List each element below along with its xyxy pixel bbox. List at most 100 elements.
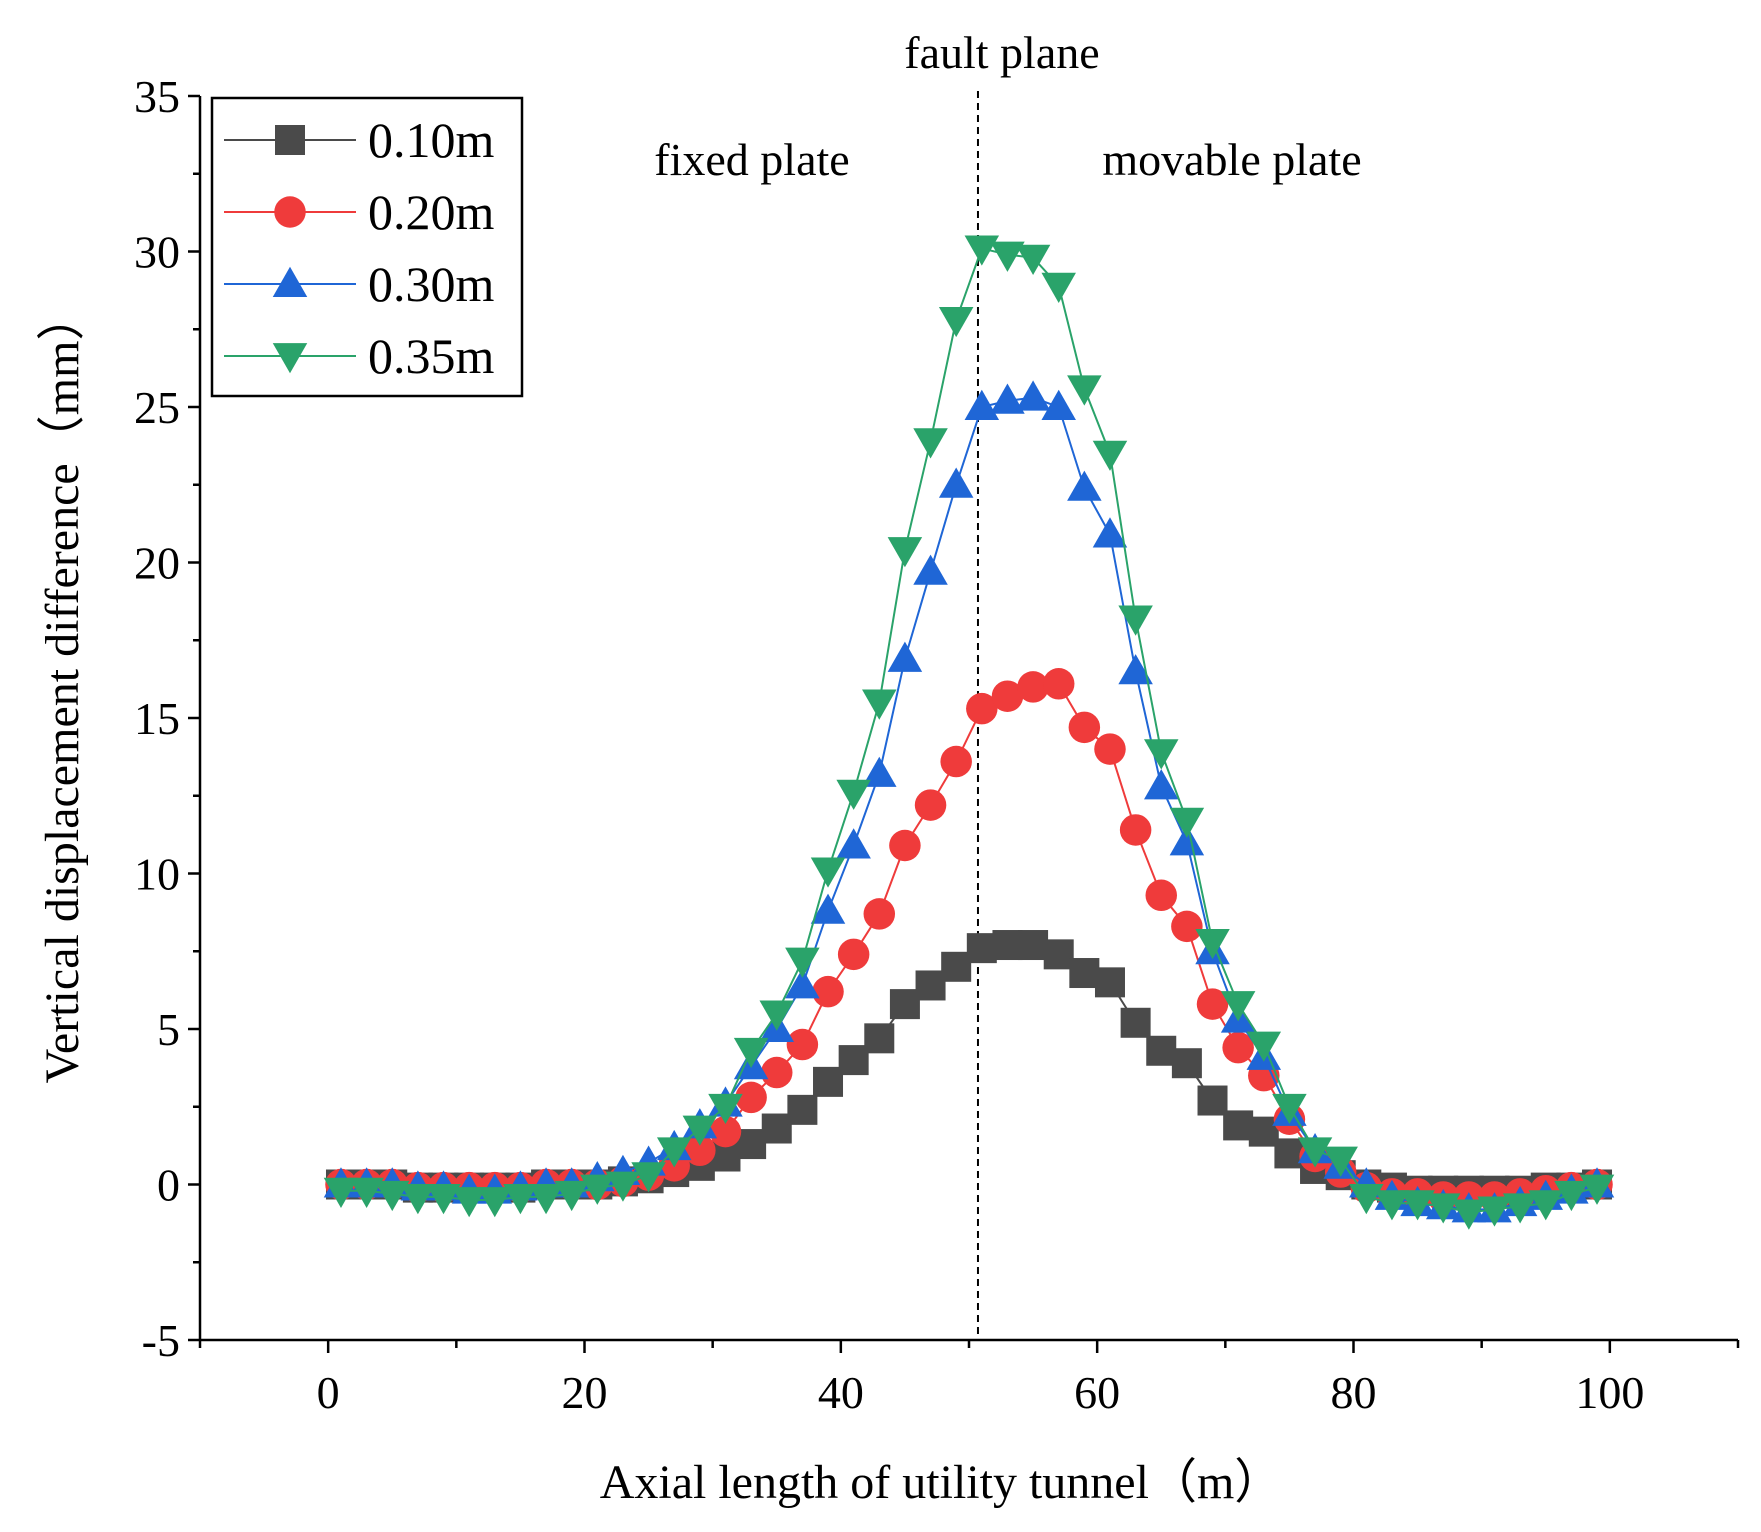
data-point [1349,1184,1384,1215]
series-0.35m [323,235,1615,1230]
data-point [1554,1180,1589,1212]
data-point [1146,1035,1177,1066]
data-point [785,947,820,978]
data-point [810,857,846,888]
data-point [1579,1174,1615,1205]
data-point [1018,930,1049,961]
data-point [1297,1137,1333,1168]
data-point [1118,605,1153,636]
data-point [554,1180,589,1212]
data-point [735,1081,767,1114]
data-point [1374,1190,1410,1221]
data-point [1272,1093,1307,1124]
data-point [1196,988,1229,1020]
data-point [966,692,998,725]
legend-marker [272,266,308,297]
y-tick-label: 30 [134,227,180,278]
data-point [1171,1048,1202,1079]
fixed-plate-label: fixed plate [654,134,849,185]
legend-label: 0.10m [368,112,495,168]
data-point [837,938,870,971]
data-point [991,680,1024,712]
data-point [992,930,1023,961]
data-point [836,779,871,810]
data-point [915,970,946,1001]
data-point [862,756,897,787]
data-point [913,428,948,459]
y-tick-label: 35 [134,71,180,122]
data-point [938,306,974,338]
data-point [887,641,923,672]
x-tick-label: 100 [1575,1367,1644,1418]
data-point [1041,272,1076,303]
data-point [1017,671,1049,703]
data-point [759,1000,794,1031]
data-point [708,1093,743,1124]
legend-marker [274,196,306,228]
data-point [1120,1007,1151,1038]
data-point [1069,958,1100,989]
data-point [964,389,1000,420]
data-point [1246,1031,1282,1062]
series-line [341,396,1598,1211]
data-point [1015,380,1051,411]
data-point [785,968,820,999]
data-point [836,828,871,859]
data-point [838,1045,869,1076]
data-point [914,789,947,821]
x-tick-label: 20 [562,1367,608,1418]
data-point [1094,967,1125,998]
data-point [1144,739,1179,770]
plot-area: -5 0 5 10 15 20 25 30 35 0 20 40 60 80 100 [134,71,1740,1418]
data-point [940,745,972,778]
y-tick-label: 20 [134,538,180,589]
data-point [736,1129,767,1160]
data-point [349,1177,384,1208]
data-point [1323,1146,1358,1177]
data-point [451,1187,487,1218]
data-point [1248,1116,1279,1147]
data-point [864,1023,895,1054]
data-point [889,989,920,1020]
series-0.10m [325,930,1613,1206]
series-line [341,944,1598,1192]
data-point [941,951,972,982]
fault-plane-label: fault plane [904,27,1099,78]
data-point [1195,928,1230,960]
data-point [1222,1031,1254,1064]
data-point [938,467,974,498]
data-point [761,1056,793,1089]
data-point [1145,879,1177,912]
legend: 0.10m 0.20m 0.30m 0.35m [210,96,524,398]
data-point [605,1171,641,1202]
data-point [1092,440,1128,471]
data-point [709,1115,742,1148]
data-point [631,1162,666,1193]
data-point [913,554,948,585]
y-tick-label: 15 [134,693,180,744]
y-tick-label: 5 [157,1004,180,1055]
data-point [761,1113,792,1144]
data-point [1118,654,1153,685]
data-point [1169,825,1205,856]
x-tick-label: 80 [1331,1367,1377,1418]
data-point [887,537,923,568]
data-point [528,1184,564,1215]
x-tick-label: 60 [1074,1367,1120,1418]
data-point [1220,991,1256,1022]
x-tick-label: 40 [818,1367,864,1418]
data-point [375,1180,410,1212]
data-point [580,1174,615,1205]
data-point [813,1066,844,1097]
data-point [656,1137,692,1168]
x-axis-label: Axial length of utility tunnel（m） [600,1456,1283,1509]
data-point [1197,1085,1228,1116]
data-point [1502,1193,1538,1224]
data-point [1477,1196,1512,1227]
data-point [1169,807,1205,838]
y-tick-label: -5 [142,1315,180,1366]
data-point [990,383,1025,414]
legend-label: 0.35m [368,328,495,384]
y-axis-label: Vertical displacement difference（mm） [36,293,89,1084]
